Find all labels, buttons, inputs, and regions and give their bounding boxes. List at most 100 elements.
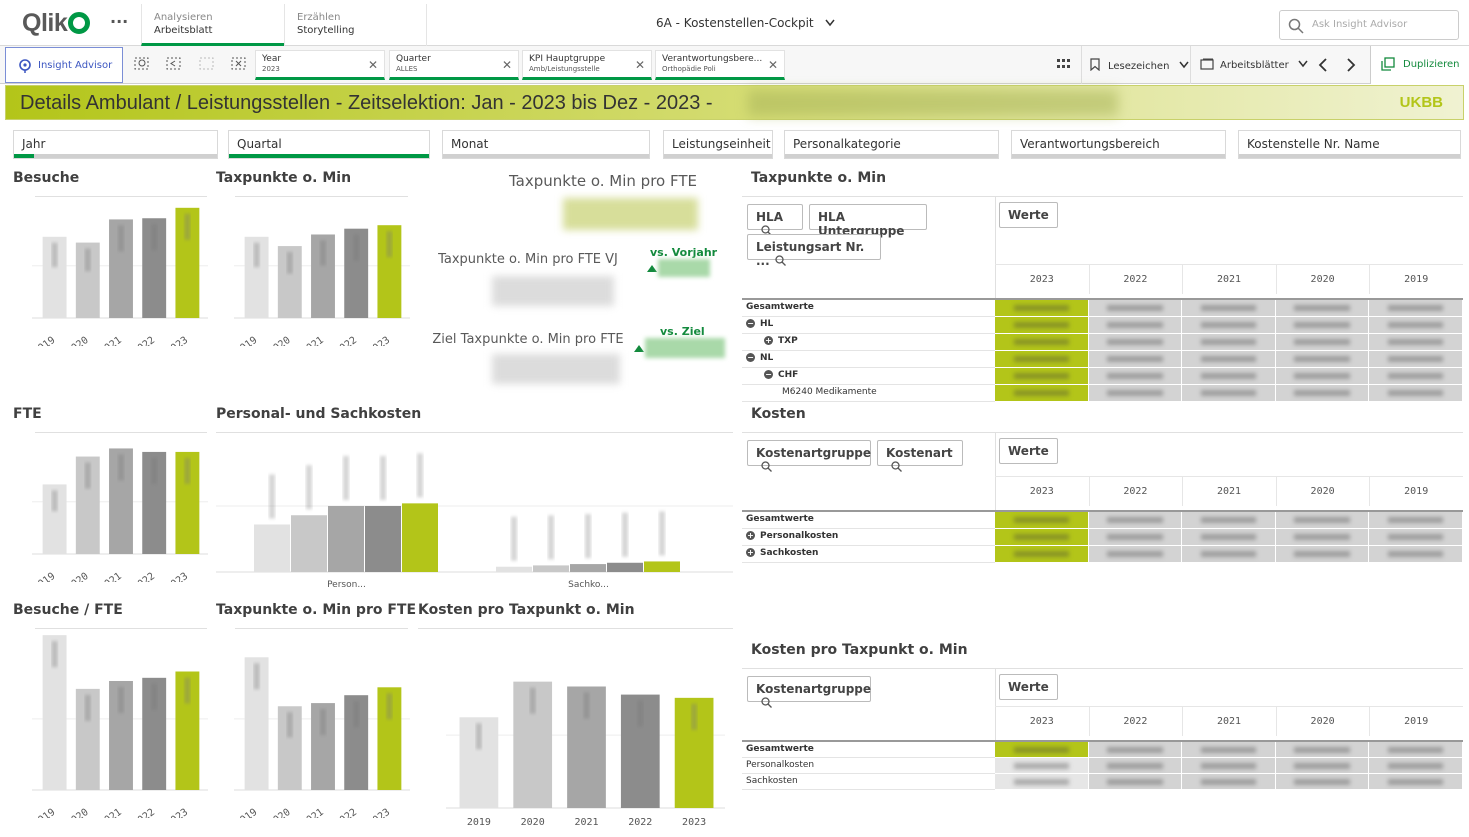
year-header[interactable]: 2021 (1216, 274, 1242, 285)
bar-2022[interactable] (344, 695, 369, 790)
table-row[interactable]: Gesamtwerte (742, 742, 995, 758)
bar-2020[interactable] (75, 688, 100, 790)
year-header[interactable]: 2022 (1123, 486, 1148, 497)
close-icon[interactable]: ✕ (634, 58, 645, 72)
smart-search-icon[interactable] (134, 57, 150, 71)
year-header[interactable]: 2022 (1123, 716, 1148, 727)
bar-2021[interactable] (109, 680, 133, 790)
expand-icon[interactable]: + (764, 336, 773, 345)
bar-2022[interactable] (142, 451, 167, 554)
filter-pane-1[interactable]: Quartal (228, 130, 430, 159)
bar-2021[interactable] (311, 234, 335, 318)
close-icon[interactable]: ✕ (367, 58, 378, 72)
year-header[interactable]: 2020 (1310, 716, 1335, 727)
ask-insight-input[interactable]: Ask Insight Advisor (1279, 10, 1459, 40)
table-row[interactable]: Personalkosten (742, 758, 995, 774)
year-header[interactable]: 2019 (1404, 486, 1429, 497)
tab-erzaehlen[interactable]: Erzählen Storytelling (284, 4, 427, 46)
bar-Person...-2023[interactable] (402, 503, 438, 572)
filter-pane-4[interactable]: Personalkategorie (784, 130, 999, 159)
bar-Sachko...-2020[interactable] (533, 565, 569, 572)
bar-Person...-2020[interactable] (291, 515, 327, 572)
collapse-icon[interactable]: − (764, 370, 773, 379)
selection-chip-quarter[interactable]: Quarter ALLES ✕ (389, 50, 519, 80)
app-title[interactable]: 6A - Kostenstellen-Cockpit (656, 16, 836, 30)
bar-Sachko...-2021[interactable] (570, 564, 606, 572)
table-row[interactable]: Gesamtwerte (742, 512, 995, 529)
bar-Sachko...-2022[interactable] (607, 562, 643, 572)
step-forward-icon[interactable] (199, 57, 215, 71)
table-row[interactable]: − NL (742, 351, 995, 368)
filter-pane-2[interactable]: Monat (442, 130, 650, 159)
qlik-logo[interactable]: Qlik (22, 9, 91, 38)
bar-2023[interactable] (377, 687, 402, 790)
year-header[interactable]: 2021 (1216, 486, 1242, 497)
fte-chart[interactable]: 2019 2020 2021 2022 2023 (10, 432, 210, 582)
bar-2019[interactable] (244, 657, 269, 790)
bar-Person...-2019[interactable] (254, 524, 290, 572)
bar-2019[interactable] (244, 236, 269, 318)
kosten-pro-taxpunkt-chart[interactable]: 2019 2020 2021 2022 2023 (418, 628, 733, 833)
bar-Sachko...-2023[interactable] (644, 561, 680, 572)
bar-2020[interactable] (75, 456, 100, 554)
besuche-fte-chart[interactable]: 2019 2020 2021 2022 2023 (10, 628, 210, 818)
chevron-right-icon[interactable] (1346, 58, 1356, 72)
table-row[interactable]: − CHF (742, 368, 995, 385)
bar-2022[interactable] (142, 677, 167, 790)
dimension-button[interactable]: Leistungsart Nr. ... (747, 234, 881, 268)
year-header[interactable]: 2021 (1216, 716, 1242, 727)
dimension-button[interactable]: Kostenartgruppe (747, 440, 871, 472)
more-menu-icon[interactable]: ··· (110, 12, 129, 31)
bar-2023[interactable] (377, 225, 402, 318)
chevron-left-icon[interactable] (1318, 58, 1328, 72)
table-row[interactable]: Sachkosten (742, 774, 995, 790)
bar-2019[interactable] (42, 236, 67, 318)
filter-pane-6[interactable]: Kostenstelle Nr. Name (1238, 130, 1461, 159)
dimension-button[interactable]: HLA (747, 204, 803, 236)
bar-2023[interactable] (175, 451, 200, 554)
measure-button[interactable]: Werte (999, 674, 1058, 700)
selection-chip-kpi[interactable]: KPI Hauptgruppe Amb/Leistungsstelle ✕ (522, 50, 652, 80)
bar-Sachko...-2019[interactable] (496, 566, 532, 572)
table-row[interactable]: + Personalkosten (742, 529, 995, 546)
insight-advisor-button[interactable]: Insight Advisor (5, 47, 123, 83)
pivot-table-kosten-pro-taxpunkt[interactable]: Kostenartgruppe Werte 2023 2022 2021 2020 2019… (742, 668, 1463, 790)
filter-pane-5[interactable]: Verantwortungsbereich (1011, 130, 1226, 159)
bar-Person...-2022[interactable] (365, 506, 401, 572)
bar-2021[interactable] (311, 703, 335, 790)
bar-2022[interactable] (344, 228, 369, 318)
bar-2019[interactable] (42, 635, 67, 790)
bar-Person...-2021[interactable] (328, 506, 364, 572)
year-header[interactable]: 2022 (1123, 274, 1148, 285)
bar-2020[interactable] (277, 706, 302, 790)
measure-button[interactable]: Werte (999, 438, 1058, 464)
taxpunkte-fte-chart[interactable]: 2019 2020 2021 2022 2023 (212, 628, 412, 818)
grid-icon[interactable] (1056, 58, 1072, 72)
table-row[interactable]: M6240 Medikamente (742, 385, 995, 402)
filter-pane-0[interactable]: Jahr (13, 130, 218, 159)
table-row[interactable]: + Sachkosten (742, 546, 995, 563)
selection-chip-verantwortung[interactable]: Verantwortungsbere... Orthopädie Poli ✕ (655, 50, 785, 80)
expand-icon[interactable]: + (746, 548, 755, 557)
tab-analysieren[interactable]: Analysieren Arbeitsblatt (141, 4, 284, 46)
sheets-button[interactable]: Arbeitsblätter (1200, 58, 1308, 71)
close-icon[interactable]: ✕ (767, 58, 778, 72)
taxpunkte-chart[interactable]: 2019 2020 2021 2022 2023 (212, 196, 412, 346)
table-row[interactable]: − HL (742, 317, 995, 334)
year-header[interactable]: 2019 (1404, 274, 1429, 285)
bar-2022[interactable] (142, 218, 167, 318)
close-icon[interactable]: ✕ (501, 58, 512, 72)
expand-icon[interactable]: + (746, 531, 755, 540)
table-row[interactable]: Gesamtwerte (742, 300, 995, 317)
dimension-button[interactable]: Kostenartgruppe (747, 676, 871, 708)
collapse-icon[interactable]: − (746, 353, 755, 362)
bar-2023[interactable] (175, 671, 200, 791)
measure-button[interactable]: Werte (999, 202, 1058, 228)
table-row[interactable]: + TXP (742, 334, 995, 351)
bar-2021[interactable] (109, 219, 133, 318)
dimension-button[interactable]: Kostenart (877, 440, 963, 472)
bar-2021[interactable] (109, 448, 133, 554)
besuche-chart[interactable]: 2019 2020 2021 2022 2023 (10, 196, 210, 346)
clear-selections-icon[interactable] (231, 57, 247, 71)
filter-pane-3[interactable]: Leistungseinheit (663, 130, 773, 159)
